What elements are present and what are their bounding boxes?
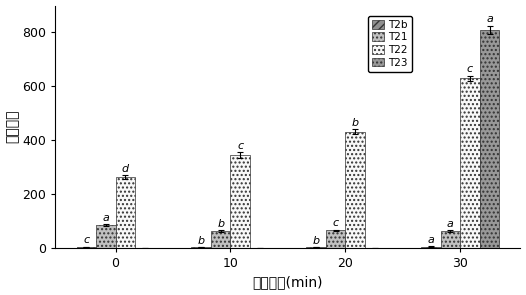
Bar	[96, 225, 116, 248]
Text: a: a	[486, 14, 493, 24]
Text: a: a	[447, 219, 454, 229]
Text: c: c	[332, 218, 339, 228]
Text: d: d	[122, 164, 129, 174]
X-axis label: 蒸煮时间(min): 蒸煮时间(min)	[252, 276, 323, 289]
Bar	[116, 177, 135, 248]
Bar	[346, 132, 365, 248]
Bar	[421, 247, 441, 248]
Text: b: b	[312, 236, 320, 245]
Text: a: a	[103, 213, 109, 222]
Bar	[230, 155, 250, 248]
Text: c: c	[83, 235, 89, 245]
Text: b: b	[198, 236, 205, 245]
Text: c: c	[237, 141, 244, 151]
Text: b: b	[351, 118, 359, 128]
Bar	[460, 78, 480, 248]
Bar	[191, 247, 211, 248]
Legend: T2b, T21, T22, T23: T2b, T21, T22, T23	[368, 16, 412, 72]
Bar	[326, 230, 346, 248]
Text: a: a	[428, 235, 434, 245]
Text: c: c	[467, 64, 473, 74]
Bar	[211, 231, 230, 248]
Bar	[306, 247, 326, 248]
Bar	[480, 30, 499, 248]
Text: b: b	[217, 219, 224, 229]
Y-axis label: 信号强度: 信号强度	[6, 110, 19, 143]
Bar	[441, 231, 460, 248]
Bar	[76, 247, 96, 248]
